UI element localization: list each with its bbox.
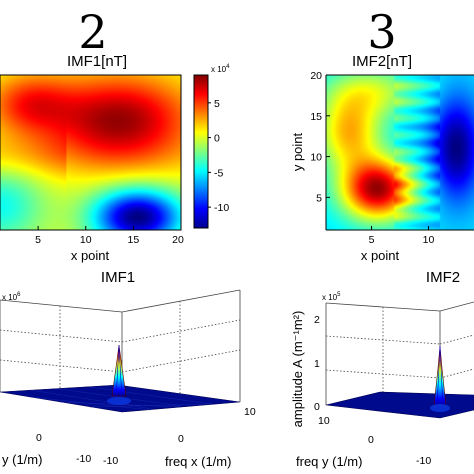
colorbar-exponent-label: x 104 — [211, 64, 230, 74]
imf1-surface-x-label: freq x (1/m) — [165, 454, 231, 469]
imf2-surface-tick-z-1: 1 — [314, 358, 320, 370]
imf1-surface-title: IMF1 — [101, 269, 135, 286]
imf2-surface — [325, 301, 474, 419]
imf2-x-tick-label: 10 — [423, 234, 435, 246]
imf1-surface-grid — [0, 289, 241, 412]
imf2-surface-title: IMF2 — [426, 269, 460, 286]
imf1-surface-spike — [111, 344, 127, 397]
imf1-heatmap: 5 10 15 20 — [0, 74, 184, 246]
imf1-x-tick-label: 5 — [35, 234, 41, 246]
imf2-y-axis-label: y point — [290, 132, 305, 171]
panel-number-3: 3 — [367, 5, 396, 59]
imf2-y-tick-label: 10 — [310, 152, 322, 164]
imf1-x-tick-label: 15 — [128, 234, 140, 246]
imf2-heatmap-image — [326, 75, 474, 230]
imf1-surface-exponent: x 106 — [2, 292, 21, 302]
colorbar-gradient — [193, 74, 209, 229]
imf2-surface-tick-z-0: 0 — [314, 401, 320, 413]
imf2-heatmap: 5 10 5 10 15 20 — [310, 70, 474, 246]
imf1-heatmap-image — [0, 75, 181, 230]
panel-number-2: 2 — [78, 5, 107, 59]
imf2-x-axis-label: x point — [361, 248, 400, 263]
imf1-surface-tick-x-0: 0 — [178, 433, 184, 445]
colorbar-tick-label: 5 — [214, 98, 220, 110]
imf1-x-tick-label: 20 — [172, 234, 184, 246]
imf2-y-tick-label: 5 — [316, 192, 322, 204]
imf1-surface-y-label: y (1/m) — [2, 452, 42, 467]
imf1-colorbar: x 104 5 0 -5 -10 — [193, 64, 230, 229]
imf1-heatmap-title: IMF1[nT] — [67, 53, 127, 70]
imf2-surface-tick-x-10: 10 — [318, 415, 330, 427]
imf2-surface-spike-ridge — [436, 345, 444, 409]
imf2-y-tick-label: 15 — [310, 111, 322, 123]
imf2-surface-z-label: amplitude A (m⁻¹m²) — [290, 311, 305, 428]
imf2-surface-tick-z-2: 2 — [314, 314, 320, 326]
imf1-x-tick-label: 10 — [80, 234, 92, 246]
imf1-surface-tick-x-10: 10 — [244, 406, 256, 418]
imf2-surface-spike — [433, 345, 447, 407]
imf2-surface-x-label: freq y (1/m) — [296, 454, 362, 469]
colorbar-tick-label: -10 — [214, 202, 229, 214]
imf2-x-tick-label: 5 — [369, 234, 375, 246]
imf2-heatmap-title: IMF2[nT] — [352, 53, 412, 70]
imf1-heatmap-frame — [0, 74, 182, 231]
imf1-spike-base — [107, 397, 131, 405]
imf1-surface — [0, 289, 241, 413]
colorbar-tick-label: -5 — [214, 167, 223, 179]
imf1-x-axis-label: x point — [71, 248, 110, 263]
imf1-surface-tick-x-minus10: -10 — [103, 455, 118, 467]
imf2-surface-tick-x-0: 0 — [368, 434, 374, 446]
imf2-surface-tick-x-minus10: -10 — [416, 455, 431, 467]
imf2-y-tick-label: 20 — [310, 70, 322, 82]
imf1-surface-spike-ridge — [115, 344, 123, 401]
imf2-surface-exponent: x 105 — [322, 292, 341, 302]
colorbar-tick-label: 0 — [214, 133, 220, 145]
imf1-surface-tick-y-0: 0 — [36, 432, 42, 444]
imf2-surface-floor — [325, 391, 474, 419]
imf1-surface-tick-y-minus10: -10 — [76, 453, 91, 465]
imf2-spike-base — [430, 404, 450, 412]
